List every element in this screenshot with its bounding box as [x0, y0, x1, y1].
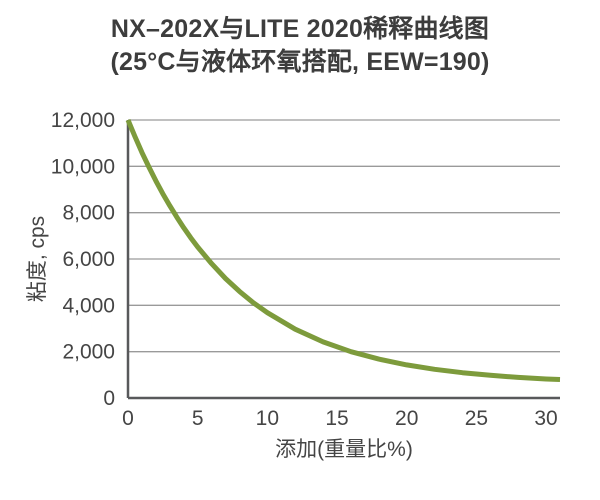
x-tick-label: 30 — [534, 407, 557, 430]
x-tick-label: 20 — [395, 407, 418, 430]
y-tick-label: 0 — [103, 387, 115, 410]
y-tick-label: 6,000 — [62, 248, 115, 271]
x-tick-label: 15 — [325, 407, 348, 430]
x-tick-label: 5 — [192, 407, 204, 430]
x-tick-label: 0 — [122, 407, 134, 430]
x-tick-label: 25 — [465, 407, 488, 430]
y-tick-label: 10,000 — [51, 155, 115, 178]
dilution-curve — [125, 119, 561, 382]
chart-title-line1: NX–202X与LITE 2020稀释曲线图 — [110, 15, 490, 43]
x-axis-title: 添加(重量比%) — [275, 438, 413, 461]
y-tick-label: 4,000 — [62, 294, 115, 317]
y-tick-label: 8,000 — [62, 202, 115, 225]
x-tick-label: 10 — [256, 407, 279, 430]
chart-title-line2: (25°C与液体环氧搭配, EEW=190) — [110, 48, 490, 76]
y-tick-label: 2,000 — [62, 341, 115, 364]
chart-title: NX–202X与LITE 2020稀释曲线图 (25°C与液体环氧搭配, EEW… — [0, 13, 600, 79]
y-axis-title: 粘度, cps — [26, 216, 49, 302]
y-tick-label: 12,000 — [51, 109, 115, 132]
